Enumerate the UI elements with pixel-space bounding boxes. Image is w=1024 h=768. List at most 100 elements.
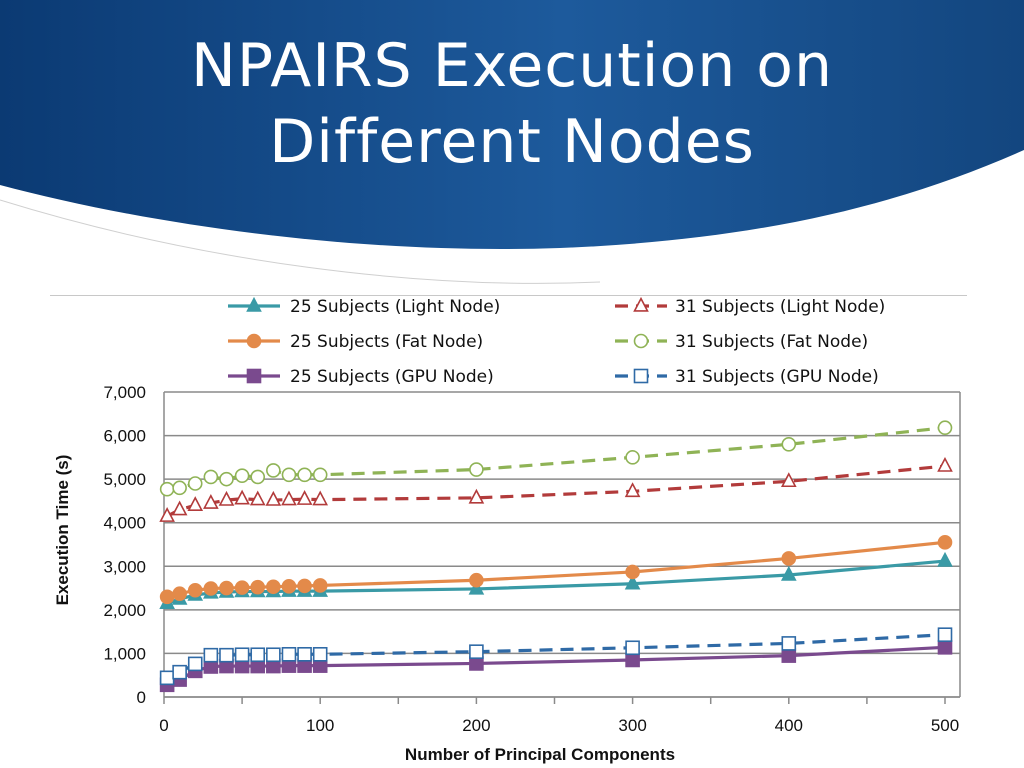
data-point [281,579,297,594]
data-point [781,636,797,651]
legend-marker [246,333,262,349]
data-point [159,670,175,686]
data-point [234,468,250,483]
y-tick-label: 1,000 [103,644,146,663]
x-tick-label: 400 [775,716,803,735]
line-chart: 25 Subjects (Light Node) 25 Subjects (Fat… [53,296,961,764]
y-tick-label: 7,000 [103,383,146,402]
data-point [159,589,175,605]
y-axis-label: Execution Time (s) [53,455,72,606]
series-1 [159,551,953,610]
legend-label: 25 Subjects (GPU Node) [290,367,494,387]
data-point [297,578,312,594]
legend-label: 31 Subjects (Light Node) [675,297,885,317]
y-tick-label: 5,000 [103,470,146,489]
data-point [937,456,953,472]
data-point [781,551,797,566]
chart-axes [163,392,961,704]
data-point [281,467,297,483]
slide-title: NPAIRS Execution on Different Nodes [190,31,834,177]
data-point [266,647,281,663]
data-point [469,572,484,588]
data-point [234,489,250,505]
data-point [937,420,953,436]
data-point [187,582,203,598]
legend-marker [246,368,262,384]
data-point [312,467,328,483]
legend-entry: 31 Subjects (Light Node) [615,296,885,317]
data-point [625,564,640,580]
chart-tick-labels: 0 1,000 2,000 3,000 4,000 5,000 6,000 7,000 0 100… [103,383,959,735]
data-point [625,450,640,465]
data-point [172,664,187,680]
series-2 [159,535,953,605]
legend-label: 31 Subjects (Fat Node) [675,332,868,352]
data-point [250,647,266,663]
data-point [312,490,329,506]
series-3 [159,640,953,693]
legend-label: 25 Subjects (Light Node) [290,297,500,317]
data-point [172,480,187,496]
data-point [312,578,328,593]
data-point [312,646,328,662]
data-point [171,500,188,516]
data-point [780,472,797,488]
data-point [249,490,266,506]
x-tick-label: 0 [159,716,168,735]
y-tick-label: 6,000 [103,427,146,446]
legend-entry: 31 Subjects (Fat Node) [615,332,868,352]
data-point [266,463,281,478]
legend-marker [633,368,649,384]
data-point [937,627,953,642]
data-point [469,462,484,477]
data-point [234,580,250,595]
data-point [219,647,234,663]
legend-entry: 25 Subjects (Fat Node) [228,332,483,352]
legend-entry: 25 Subjects (Light Node) [228,296,500,317]
legend-entry: 25 Subjects (GPU Node) [228,367,494,387]
data-point [281,646,297,662]
data-point [218,490,235,506]
y-tick-label: 0 [137,688,146,707]
data-point [187,476,203,491]
data-point [625,652,640,668]
data-point [172,586,187,602]
x-axis-label: Number of Principal Components [405,745,675,764]
x-tick-label: 200 [462,716,490,735]
data-point [781,436,797,452]
data-point [187,496,204,512]
data-point [203,581,219,596]
data-point [624,574,641,590]
data-point [281,490,297,506]
data-point [625,640,640,656]
legend-marker [633,333,649,349]
y-tick-label: 3,000 [103,557,146,576]
data-point [937,551,953,567]
data-point [266,579,281,595]
data-point [187,656,203,672]
legend-entry: 31 Subjects (GPU Node) [615,367,879,387]
data-point [937,535,953,550]
divider-line [50,295,967,296]
data-point [297,646,312,662]
data-point [624,482,641,498]
data-point [219,471,234,487]
legend-marker [246,296,262,312]
data-point [781,648,797,663]
data-point [780,565,797,581]
legend-marker [633,296,649,312]
data-point [265,490,282,506]
data-point [203,647,219,663]
data-point [468,488,485,504]
x-tick-label: 500 [931,716,959,735]
data-point [159,481,175,497]
data-point [159,507,175,522]
x-tick-label: 300 [618,716,646,735]
data-point [250,579,266,595]
x-tick-label: 100 [306,716,334,735]
series-6 [159,627,953,686]
data-point [469,644,484,659]
chart-series [159,420,953,693]
chart-legend: 25 Subjects (Light Node) 25 Subjects (Fat… [228,296,885,387]
data-point [250,469,266,485]
